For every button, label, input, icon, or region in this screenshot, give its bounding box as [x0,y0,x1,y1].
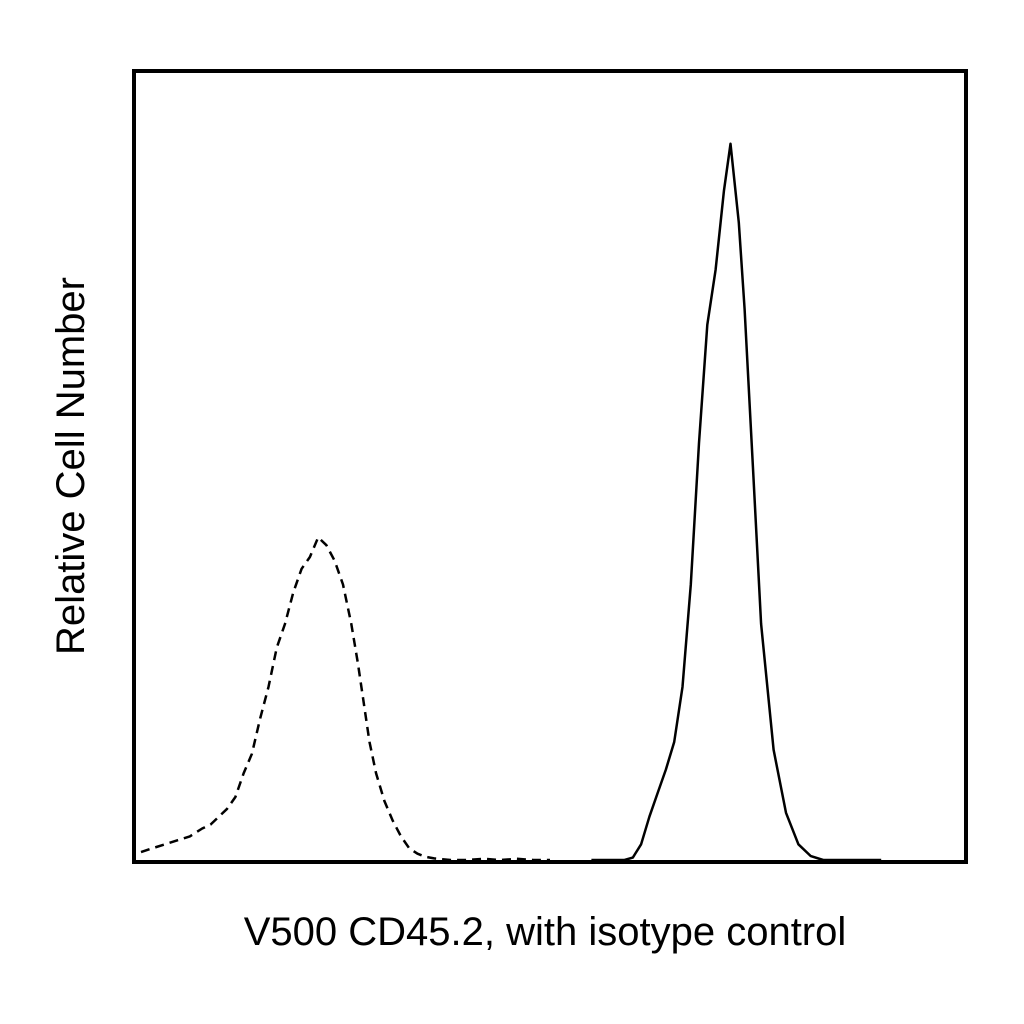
series-line-1 [140,536,550,862]
plot-frame [132,69,968,864]
x-axis-label: V500 CD45.2, with isotype control [244,910,847,954]
series-line-2 [591,142,882,862]
series-layer [140,142,882,862]
y-axis-label: Relative Cell Number [49,277,93,655]
